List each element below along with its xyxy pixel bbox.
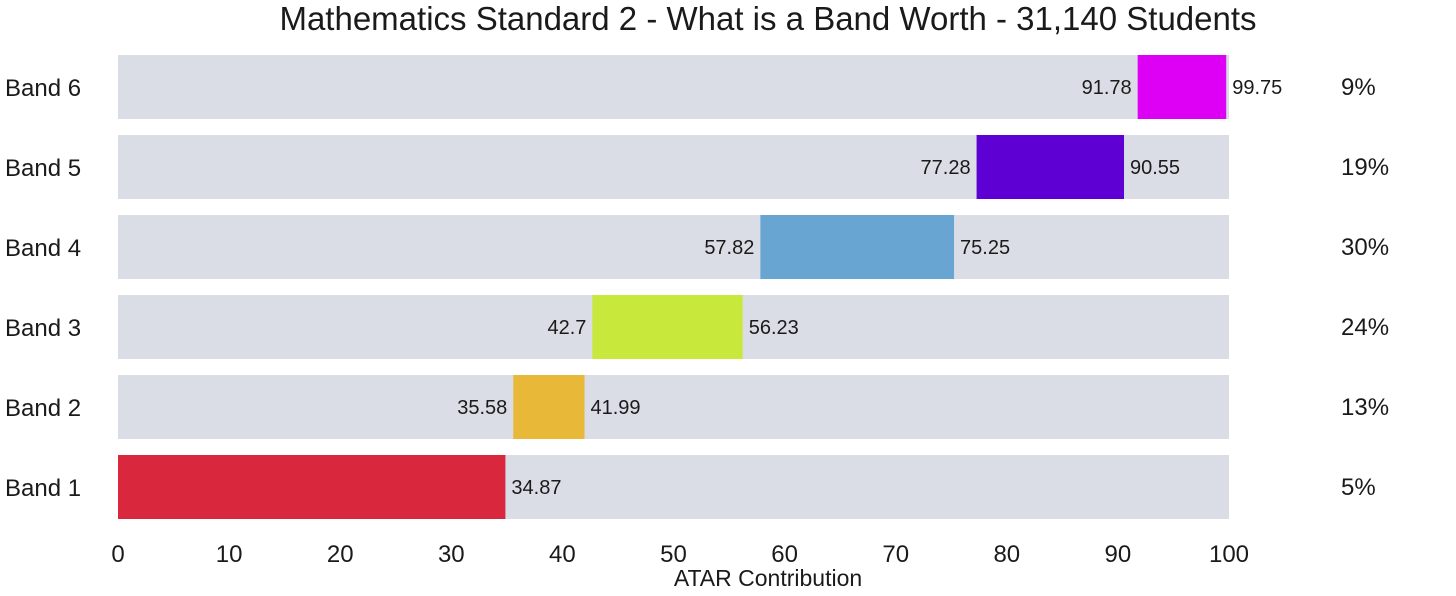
band-track-band-4 [118,215,1229,279]
band-row-band-4: Band 4 57.82 75.25 30% [5,215,1389,279]
band-range-bar-band-2 [513,375,585,439]
band-row-band-2: Band 2 35.58 41.99 13% [5,375,1389,439]
x-tick-label-80: 80 [993,541,1020,568]
band-start-label-band-2: 35.58 [457,397,507,419]
band-start-label-band-6: 91.78 [1082,77,1132,99]
chart-title: Mathematics Standard 2 - What is a Band … [279,0,1256,37]
band-label-band-6: Band 6 [5,75,81,102]
band-end-label-band-2: 41.99 [591,397,641,419]
band-row-band-1: Band 1 34.87 5% [5,455,1376,519]
band-percent-band-5: 19% [1341,154,1389,181]
band-label-band-3: Band 3 [5,315,81,342]
x-tick-label-40: 40 [549,541,576,568]
band-percent-band-6: 9% [1341,74,1376,101]
band-percent-band-2: 13% [1341,394,1389,421]
band-start-label-band-3: 42.7 [547,317,586,339]
bands-layer: Band 6 91.78 99.75 9%Band 5 77.28 90.55 19%Ban… [5,55,1389,519]
band-row-band-3: Band 3 42.7 56.23 24% [5,295,1389,359]
band-range-bar-band-1 [118,455,506,519]
band-end-label-band-6: 99.75 [1232,77,1282,99]
band-row-band-5: Band 5 77.28 90.55 19% [5,135,1389,199]
x-tick-label-50: 50 [660,541,687,568]
band-end-label-band-1: 34.87 [511,477,561,499]
band-percent-band-4: 30% [1341,234,1389,261]
band-end-label-band-4: 75.25 [960,237,1010,259]
x-tick-label-20: 20 [327,541,354,568]
band-label-band-5: Band 5 [5,155,81,182]
band-track-band-6 [118,55,1229,119]
band-percent-band-3: 24% [1341,314,1389,341]
band-percent-band-1: 5% [1341,474,1376,501]
x-axis-ticks: 0 10 20 30 40 50 60 70 80 90 100 [111,541,1249,568]
band-range-bar-band-4 [760,215,955,279]
x-tick-label-60: 60 [771,541,798,568]
band-label-band-2: Band 2 [5,395,81,422]
band-range-bar-band-5 [976,135,1125,199]
x-tick-label-30: 30 [438,541,465,568]
band-end-label-band-5: 90.55 [1130,157,1180,179]
band-row-band-6: Band 6 91.78 99.75 9% [5,55,1376,119]
x-tick-label-10: 10 [216,541,243,568]
band-start-label-band-5: 77.28 [921,157,971,179]
band-range-bar-band-6 [1137,55,1227,119]
band-label-band-1: Band 1 [5,475,81,502]
x-tick-label-0: 0 [111,541,124,568]
x-tick-label-70: 70 [882,541,909,568]
band-start-label-band-4: 57.82 [704,237,754,259]
x-tick-label-90: 90 [1105,541,1132,568]
x-axis-label: ATAR Contribution [674,565,862,591]
band-label-band-4: Band 4 [5,235,81,262]
band-range-bar-band-3 [592,295,743,359]
band-track-band-2 [118,375,1229,439]
band-end-label-band-3: 56.23 [749,317,799,339]
x-tick-label-100: 100 [1209,541,1249,568]
